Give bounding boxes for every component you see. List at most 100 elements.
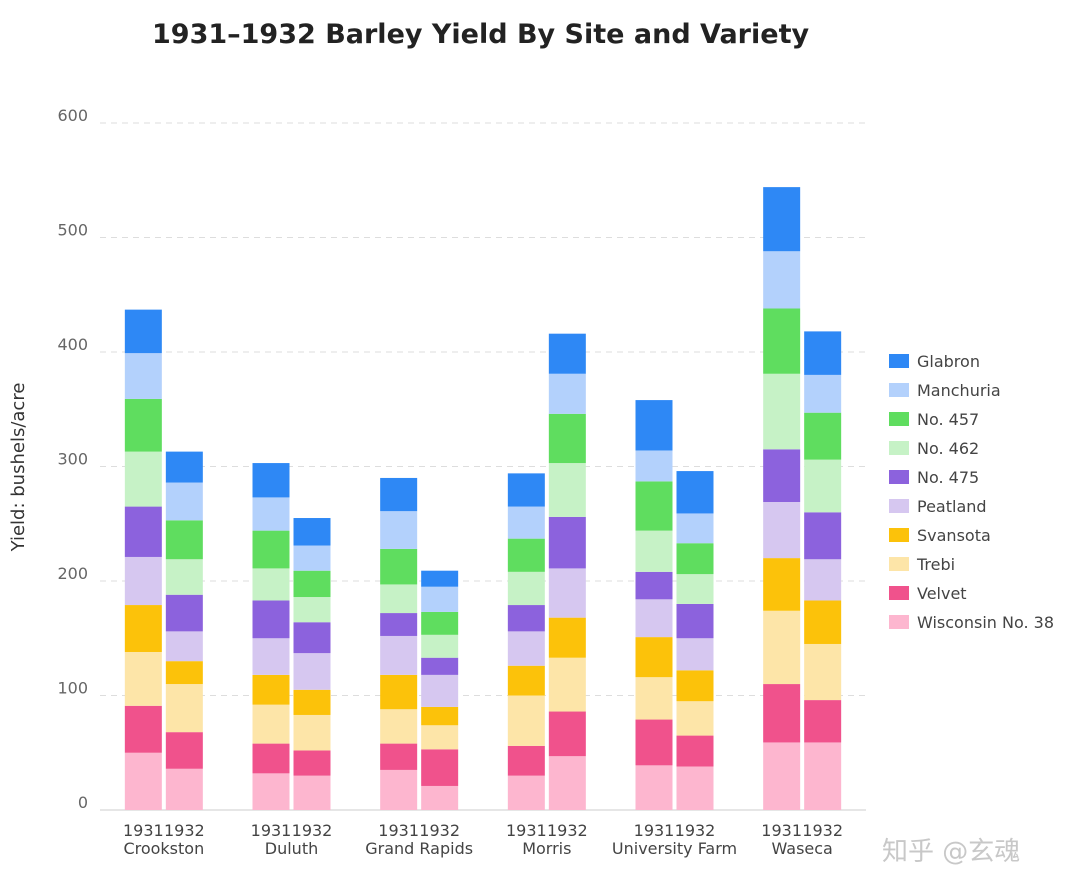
bar-segment <box>380 769 418 810</box>
bar-segment <box>293 570 331 598</box>
bar-segment <box>676 701 714 736</box>
bar-segment <box>763 373 801 450</box>
bar-segment <box>635 677 673 720</box>
bar-segment <box>676 603 714 639</box>
bar-segment <box>635 450 673 482</box>
bar-segment <box>293 714 331 751</box>
bar-segment <box>635 400 673 451</box>
bar-segment <box>252 773 290 810</box>
bar-segment <box>293 750 331 776</box>
bar-segment <box>635 530 673 572</box>
bar-segment <box>635 637 673 678</box>
x-site-label: Waseca <box>771 839 832 858</box>
bar-segment <box>635 719 673 766</box>
legend-swatch <box>889 412 909 426</box>
bar-segment <box>507 775 545 810</box>
bar-segment <box>421 611 459 635</box>
bar-segment <box>635 481 673 531</box>
legend-swatch <box>889 586 909 600</box>
bar-segment <box>421 657 459 675</box>
bar-segment <box>804 512 842 560</box>
legend-swatch <box>889 383 909 397</box>
bar-segment <box>252 568 290 601</box>
bar-segment <box>763 610 801 685</box>
bar-segment <box>380 613 418 636</box>
bar-segment <box>507 665 545 696</box>
bar-segment <box>421 674 459 707</box>
bar-segment <box>165 482 203 521</box>
bar-segment <box>804 700 842 743</box>
y-tick-label: 600 <box>57 106 88 125</box>
y-tick-label: 0 <box>78 793 88 812</box>
bar-segment <box>165 732 203 769</box>
gridlines <box>100 122 866 811</box>
bars <box>124 187 842 810</box>
bar-segment <box>804 559 842 601</box>
bar-segment <box>507 506 545 539</box>
bar-segment <box>676 735 714 767</box>
bar-segment <box>763 251 801 309</box>
bar-segment <box>804 600 842 644</box>
bar-segment <box>804 742 842 810</box>
bar-segment <box>548 463 586 517</box>
bar-segment <box>676 574 714 604</box>
bar-segment <box>676 513 714 544</box>
bar-segment <box>548 756 586 810</box>
bar-segment <box>165 684 203 733</box>
bar-segment <box>252 674 290 705</box>
bar-segment <box>804 331 842 375</box>
legend-swatch <box>889 470 909 484</box>
bar-segment <box>124 398 162 452</box>
bar-segment <box>548 617 586 658</box>
bar-segment <box>124 752 162 810</box>
x-year-label: 1931 <box>123 821 164 840</box>
x-year-label: 1932 <box>292 821 333 840</box>
legend-label: No. 457 <box>917 410 979 429</box>
bar-segment <box>124 506 162 557</box>
legend-label: Svansota <box>917 526 991 545</box>
bar-segment <box>421 725 459 750</box>
bar-segment <box>804 374 842 413</box>
bar-segment <box>507 473 545 507</box>
legend-label: Wisconsin No. 38 <box>917 613 1054 632</box>
bar-segment <box>635 599 673 638</box>
bar-segment <box>124 705 162 753</box>
bar-segment <box>548 333 586 374</box>
bar-segment <box>252 638 290 675</box>
bar-segment <box>507 695 545 746</box>
bar-segment <box>165 559 203 595</box>
legend-label: Manchuria <box>917 381 1001 400</box>
legend-swatch <box>889 557 909 571</box>
bar-segment <box>804 643 842 701</box>
bar-segment <box>293 545 331 571</box>
legend-label: No. 462 <box>917 439 979 458</box>
bar-segment <box>293 622 331 654</box>
y-tick-label: 400 <box>57 335 88 354</box>
legend-label: No. 475 <box>917 468 979 487</box>
bar-segment <box>124 651 162 706</box>
x-year-label: 1931 <box>378 821 419 840</box>
bar-segment <box>548 516 586 569</box>
bar-segment <box>548 711 586 757</box>
y-tick-label: 100 <box>57 679 88 698</box>
bar-segment <box>635 765 673 810</box>
bar-segment <box>676 766 714 810</box>
bar-segment <box>804 459 842 513</box>
x-site-label: Duluth <box>265 839 318 858</box>
bar-segment <box>421 570 459 587</box>
bar-segment <box>380 548 418 585</box>
legend-swatch <box>889 499 909 513</box>
bar-segment <box>548 413 586 464</box>
bar-segment <box>421 785 459 810</box>
bar-segment <box>763 742 801 810</box>
bar-segment <box>548 657 586 712</box>
x-site-label: Crookston <box>123 839 204 858</box>
y-tick-label: 500 <box>57 221 88 240</box>
y-axis-title: Yield: bushels/acre <box>8 383 29 553</box>
bar-segment <box>507 571 545 606</box>
bar-segment <box>676 543 714 575</box>
bar-segment <box>252 743 290 774</box>
x-year-label: 1932 <box>419 821 460 840</box>
bar-segment <box>165 631 203 662</box>
